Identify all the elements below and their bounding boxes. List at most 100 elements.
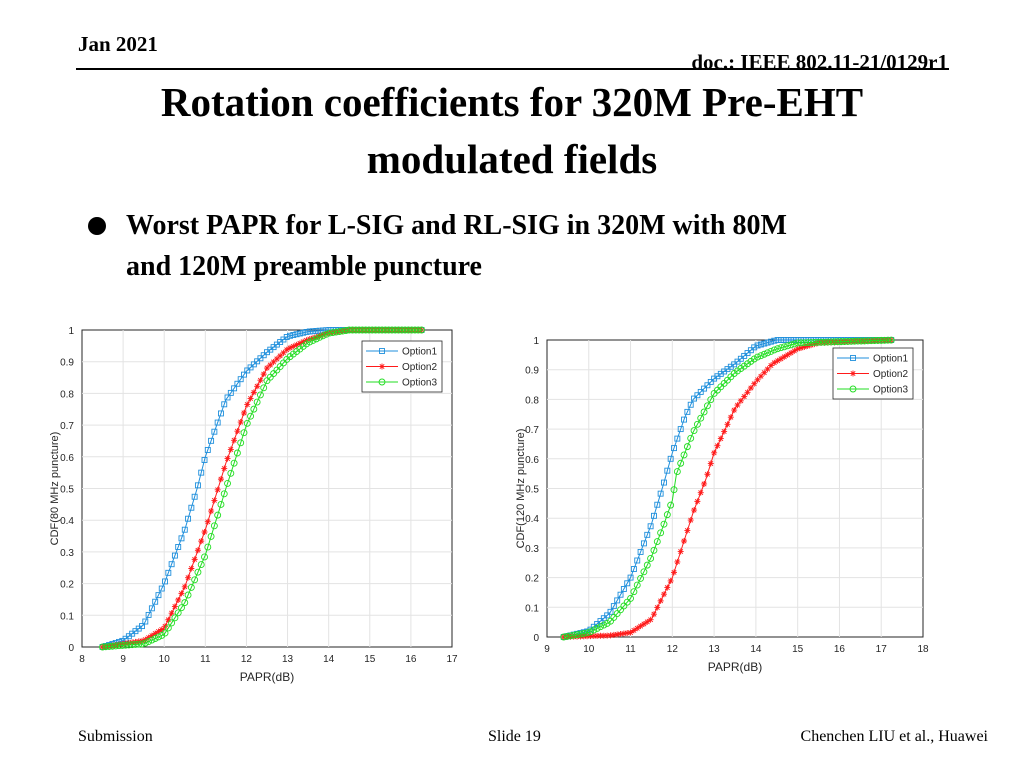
- data-point: [764, 339, 771, 346]
- legend-entry: Option3: [402, 378, 437, 389]
- data-point: [175, 544, 182, 550]
- data-point: [737, 397, 744, 404]
- data-point: [751, 344, 758, 351]
- data-point: [151, 635, 159, 642]
- legend-entry: Option2: [873, 369, 908, 380]
- data-point: [774, 357, 781, 364]
- chart-1: 9 10 11 12 13 14 15 16 17 18 0 0.1 0.2 0.3 0.4 0.5 0.6 0.…: [515, 336, 929, 674]
- data-point: [610, 631, 617, 638]
- data-point: [270, 358, 277, 365]
- data-point: [306, 328, 313, 335]
- data-point: [175, 596, 182, 603]
- legend-entry: Option1: [873, 354, 908, 365]
- y-tick-label: 0.9: [60, 358, 74, 369]
- data-point: [800, 339, 808, 347]
- data-point: [787, 341, 795, 349]
- series-line: [563, 339, 894, 638]
- x-tick-label: 9: [120, 654, 126, 665]
- data-point: [687, 434, 695, 442]
- data-point: [600, 632, 607, 639]
- data-point: [704, 382, 711, 389]
- data-point: [847, 337, 855, 345]
- data-point: [135, 640, 143, 648]
- data-point: [217, 501, 225, 508]
- date-label: Jan 2021: [78, 32, 158, 56]
- data-point: [683, 443, 691, 451]
- data-point: [240, 429, 248, 437]
- data-point: [764, 349, 772, 357]
- data-point: [570, 631, 578, 639]
- data-point: [148, 632, 155, 639]
- data-point: [664, 467, 671, 474]
- data-point: [201, 553, 208, 561]
- y-tick-label: 0.1: [525, 603, 539, 614]
- data-point: [287, 332, 293, 339]
- data-point: [287, 344, 294, 351]
- data-point: [607, 608, 614, 615]
- data-point: [593, 624, 601, 632]
- data-point: [697, 489, 704, 496]
- y-tick-label: 0.6: [60, 453, 74, 464]
- data-point: [717, 435, 724, 442]
- data-point: [791, 347, 798, 354]
- data-point: [817, 338, 825, 346]
- data-point: [214, 511, 222, 519]
- data-point: [322, 330, 330, 338]
- data-point: [620, 586, 627, 592]
- data-point: [142, 618, 149, 625]
- data-point: [355, 326, 363, 334]
- data-point: [388, 326, 396, 334]
- data-point: [754, 342, 761, 349]
- x-tick-label: 17: [446, 654, 458, 665]
- data-point: [771, 337, 778, 344]
- data-point: [761, 369, 768, 376]
- data-point: [243, 419, 251, 427]
- data-point: [211, 428, 218, 435]
- data-point: [208, 508, 215, 515]
- data-point: [677, 426, 684, 433]
- data-point: [781, 353, 788, 360]
- data-point: [125, 639, 132, 646]
- data-point: [744, 389, 751, 396]
- data-point: [707, 460, 714, 467]
- data-point: [671, 569, 678, 576]
- data-point: [211, 497, 218, 504]
- x-tick-label: 17: [876, 644, 888, 655]
- data-point: [807, 339, 815, 347]
- data-point: [577, 633, 584, 640]
- data-point: [590, 633, 597, 640]
- data-point: [214, 486, 221, 493]
- data-point: [871, 337, 878, 345]
- footer-author: Chenchen LIU et al., Huawei: [800, 728, 988, 745]
- data-point: [162, 623, 169, 630]
- y-axis-label: CDF(80 MHz puncture): [49, 432, 61, 546]
- data-point: [653, 538, 661, 546]
- legend-star-icon: [850, 370, 856, 377]
- x-tick-label: 12: [667, 644, 679, 655]
- data-point: [624, 580, 631, 587]
- data-point: [690, 427, 698, 434]
- data-point: [704, 471, 711, 478]
- data-point: [824, 338, 832, 346]
- y-tick-label: 0.2: [525, 574, 539, 585]
- slide-title: Rotation coefficients for 320M Pre-EHT m…: [40, 74, 984, 188]
- data-point: [714, 442, 721, 449]
- data-point: [312, 335, 320, 343]
- data-point: [191, 493, 198, 500]
- data-point: [680, 451, 688, 459]
- data-point: [574, 633, 581, 640]
- legend-entry: Option2: [402, 362, 437, 373]
- data-point: [247, 395, 254, 402]
- data-point: [650, 546, 658, 554]
- data-point: [687, 517, 694, 524]
- data-point: [395, 326, 403, 334]
- data-point: [691, 507, 698, 514]
- data-point: [164, 624, 172, 632]
- data-point: [671, 445, 677, 452]
- data-point: [600, 621, 608, 629]
- data-point: [293, 341, 300, 348]
- data-point: [231, 385, 238, 392]
- data-point: [132, 638, 139, 645]
- data-point: [617, 591, 624, 598]
